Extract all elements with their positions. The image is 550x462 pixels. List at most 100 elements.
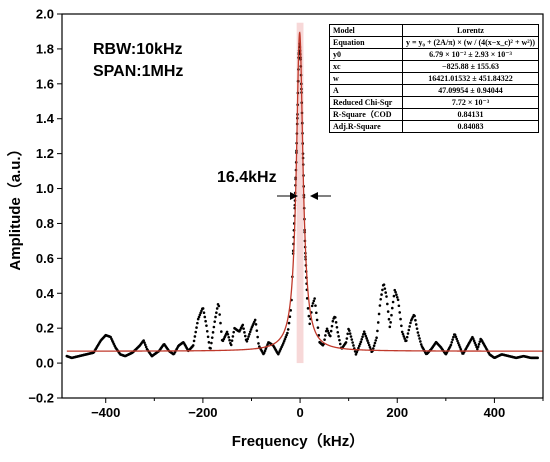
data-point (201, 307, 205, 310)
data-point (383, 287, 387, 290)
y-tick-label: 1.0 (36, 181, 54, 196)
data-point (400, 324, 403, 328)
data-point (393, 288, 397, 292)
data-point (474, 343, 478, 347)
data-point (355, 350, 359, 354)
data-point (287, 321, 291, 325)
data-point (476, 345, 480, 349)
fit-param-value: y = y₀ + (2A/π) × (w / (4(x−x_c)² + w²)) (402, 36, 539, 49)
fit-param-value: −825.88 ± 155.63 (402, 60, 539, 73)
data-point (418, 337, 421, 340)
data-point (459, 348, 463, 351)
data-point (408, 325, 411, 328)
data-point (351, 341, 354, 344)
linewidth-arrow-left-head (290, 192, 298, 200)
data-point (325, 327, 329, 331)
data-point (388, 325, 392, 329)
data-point (220, 330, 223, 333)
fit-param-value: 6.79 × 10⁻² ± 2.93 × 10⁻³ (402, 48, 539, 61)
x-axis: −400 −200 0 200 400 (91, 398, 544, 420)
data-point (246, 337, 250, 341)
data-point (200, 309, 203, 313)
data-point (215, 311, 218, 315)
data-point (381, 288, 384, 292)
data-point (403, 337, 406, 340)
fit-table-row: Equation y = y₀ + (2A/π) × (w / (4(x−x_c)… (329, 36, 539, 49)
data-point (399, 317, 402, 321)
data-point (457, 343, 461, 347)
data-point (249, 328, 253, 331)
data-point (359, 340, 363, 344)
y-axis-title: Amplitude（a.u.） (6, 141, 24, 270)
data-point (415, 327, 419, 330)
data-point (335, 326, 339, 329)
data-point (228, 338, 231, 342)
fit-param-name: w (329, 72, 403, 85)
data-point (311, 301, 315, 305)
data-point (471, 337, 475, 340)
linewidth-arrow-right-head (310, 192, 318, 200)
x-tick-label: −200 (188, 405, 217, 420)
data-point (379, 297, 383, 301)
data-point (211, 331, 215, 334)
data-point (405, 339, 408, 342)
data-point (289, 309, 292, 312)
data-point (313, 297, 316, 300)
data-point (396, 298, 400, 302)
data-point (286, 328, 290, 331)
fit-param-value: 0.84083 (402, 120, 539, 133)
data-point (378, 304, 382, 307)
data-point (416, 331, 420, 334)
data-point (371, 347, 375, 350)
data-point (323, 338, 326, 341)
data-point (360, 338, 364, 341)
data-point (450, 340, 454, 344)
y-axis: −0.2 0.0 0.2 0.4 0.6 0.8 1.0 1.2 1.4 1.6 1.8 2.0 (28, 7, 62, 406)
data-point (407, 328, 411, 332)
data-point (358, 342, 362, 346)
data-point (210, 336, 214, 339)
data-point (253, 318, 257, 322)
data-point (214, 315, 217, 319)
fit-table-header: Model Lorentz (329, 24, 539, 37)
data-point (337, 335, 340, 338)
data-point (386, 310, 390, 313)
data-point (419, 340, 422, 343)
data-point (284, 335, 288, 339)
data-point (384, 291, 387, 294)
data-point (326, 329, 330, 333)
data-point (458, 345, 462, 349)
data-point (362, 330, 366, 333)
data-point (400, 330, 404, 334)
data-point (263, 349, 267, 353)
data-point (338, 338, 341, 342)
data-point (344, 341, 348, 344)
data-point (385, 295, 388, 298)
x-tick-label: 200 (386, 405, 408, 420)
data-point (391, 300, 395, 304)
data-point (306, 307, 310, 310)
data-point (212, 325, 216, 329)
data-point (350, 338, 354, 341)
data-point (243, 331, 246, 334)
annotations: RBW:10kHz SPAN:1MHz 16.4kHz (93, 41, 331, 200)
data-point (193, 335, 197, 338)
fit-parameters-table: Model Lorentz Equation y = y₀ + (2A/π) × (w… (329, 24, 539, 133)
data-point (331, 319, 335, 323)
data-point (255, 329, 259, 332)
data-point (264, 347, 268, 350)
data-point (204, 319, 207, 323)
data-point (206, 335, 210, 339)
linewidth-label: 16.4kHz (217, 169, 277, 186)
data-point (330, 324, 334, 328)
data-point (376, 321, 380, 324)
data-point (380, 293, 383, 296)
x-tick-label: −400 (91, 405, 120, 420)
data-point (198, 313, 202, 317)
data-point (457, 341, 460, 345)
data-point (329, 329, 333, 333)
data-point (414, 323, 418, 326)
data-point (196, 317, 200, 321)
data-point (390, 306, 394, 310)
